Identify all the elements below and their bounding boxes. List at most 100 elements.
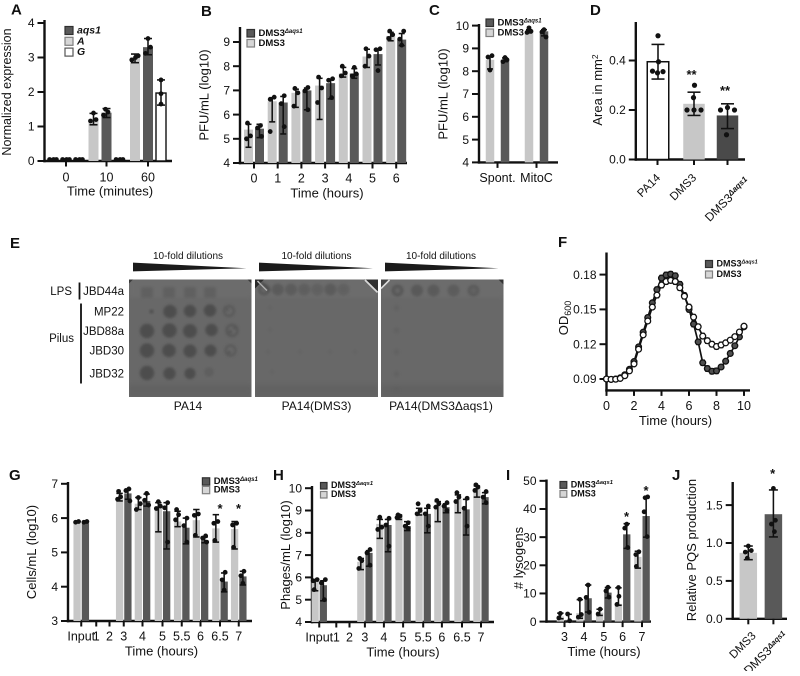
svg-text:JBD88a: JBD88a — [83, 326, 125, 338]
svg-text:4: 4 — [28, 16, 35, 30]
svg-text:4: 4 — [51, 580, 58, 594]
svg-text:8: 8 — [223, 59, 230, 73]
svg-text:5: 5 — [400, 631, 407, 645]
svg-text:10: 10 — [456, 19, 470, 33]
svg-text:aqs1: aqs1 — [77, 25, 101, 37]
svg-text:0.5: 0.5 — [706, 574, 723, 588]
svg-text:E: E — [10, 235, 20, 252]
svg-text:JBD32: JBD32 — [89, 369, 124, 381]
svg-text:Input: Input — [67, 630, 95, 644]
svg-text:0: 0 — [251, 172, 258, 186]
svg-text:5: 5 — [369, 172, 376, 186]
svg-text:1.5: 1.5 — [706, 498, 723, 512]
svg-text:10-fold dilutions: 10-fold dilutions — [406, 251, 476, 262]
svg-text:DMS3Δaqs1: DMS3Δaqs1 — [571, 479, 613, 489]
svg-text:Normalized expression: Normalized expression — [0, 28, 14, 155]
svg-text:10: 10 — [737, 399, 751, 413]
svg-text:Cells/mL (log10): Cells/mL (log10) — [24, 505, 39, 599]
svg-text:5: 5 — [462, 133, 469, 147]
svg-text:3: 3 — [28, 51, 35, 65]
svg-text:8: 8 — [713, 399, 720, 413]
svg-text:1: 1 — [274, 172, 281, 186]
svg-text:DMS3Δaqs1: DMS3Δaqs1 — [498, 18, 543, 29]
svg-text:Time (hours): Time (hours) — [567, 644, 640, 659]
svg-text:2: 2 — [28, 85, 35, 99]
svg-text:Time (hours): Time (hours) — [639, 413, 712, 428]
svg-text:7: 7 — [223, 84, 230, 98]
svg-text:9: 9 — [295, 504, 302, 518]
svg-text:2: 2 — [631, 399, 638, 413]
svg-text:7: 7 — [51, 477, 58, 491]
svg-text:DMS3Δaqs1: DMS3Δaqs1 — [214, 476, 259, 487]
svg-text:*: * — [236, 501, 242, 516]
svg-text:10: 10 — [289, 481, 303, 495]
svg-text:10-fold dilutions: 10-fold dilutions — [281, 251, 351, 262]
svg-text:4: 4 — [345, 172, 352, 186]
svg-text:6: 6 — [438, 631, 445, 645]
svg-text:*: * — [624, 509, 630, 524]
svg-text:0.2: 0.2 — [609, 103, 626, 117]
svg-text:A: A — [76, 35, 85, 47]
svg-text:2: 2 — [106, 630, 113, 644]
svg-text:7: 7 — [639, 630, 646, 644]
svg-text:0.15: 0.15 — [573, 303, 597, 317]
svg-text:10: 10 — [100, 171, 114, 185]
svg-text:PA14(DMS3): PA14(DMS3) — [282, 399, 352, 413]
svg-text:0.12: 0.12 — [573, 337, 597, 351]
svg-text:5: 5 — [223, 132, 230, 146]
svg-text:G: G — [77, 46, 85, 58]
svg-text:6.5: 6.5 — [453, 631, 470, 645]
svg-text:**: ** — [686, 67, 697, 82]
svg-text:5.5: 5.5 — [415, 631, 432, 645]
svg-text:DMS3: DMS3 — [498, 28, 524, 39]
svg-text:3: 3 — [51, 614, 58, 628]
svg-text:DMS3: DMS3 — [331, 489, 356, 499]
svg-text:6: 6 — [295, 571, 302, 585]
svg-text:0.18: 0.18 — [573, 268, 597, 282]
svg-text:4: 4 — [380, 631, 387, 645]
svg-text:6: 6 — [393, 172, 400, 186]
svg-text:B: B — [201, 3, 212, 20]
svg-text:A: A — [11, 2, 22, 19]
svg-text:0: 0 — [530, 615, 537, 629]
svg-text:60: 60 — [141, 171, 155, 185]
svg-text:PA14: PA14 — [174, 399, 203, 413]
svg-text:6: 6 — [462, 110, 469, 124]
svg-text:DMS3: DMS3 — [717, 269, 742, 279]
svg-text:DMS3: DMS3 — [214, 485, 240, 496]
svg-text:Phages/mL (log10): Phages/mL (log10) — [278, 500, 293, 609]
svg-text:J: J — [672, 467, 680, 484]
svg-text:6: 6 — [51, 511, 58, 525]
svg-text:6: 6 — [686, 399, 693, 413]
svg-text:3: 3 — [120, 630, 127, 644]
svg-text:0.09: 0.09 — [573, 372, 597, 386]
svg-text:1.0: 1.0 — [706, 536, 723, 550]
svg-text:I: I — [506, 467, 510, 484]
svg-text:Spont.: Spont. — [479, 171, 515, 185]
svg-text:JBD30: JBD30 — [89, 345, 124, 357]
svg-text:3: 3 — [561, 630, 568, 644]
svg-text:3: 3 — [361, 631, 368, 645]
svg-text:5: 5 — [51, 546, 58, 560]
svg-text:4: 4 — [223, 156, 230, 170]
svg-text:Time (hours): Time (hours) — [125, 644, 198, 659]
svg-text:LPS: LPS — [50, 286, 72, 298]
svg-text:1: 1 — [93, 630, 100, 644]
svg-text:3: 3 — [322, 172, 329, 186]
svg-text:7: 7 — [295, 548, 302, 562]
svg-text:6: 6 — [619, 630, 626, 644]
svg-text:MP22: MP22 — [94, 306, 124, 318]
svg-text:5: 5 — [159, 630, 166, 644]
svg-text:50: 50 — [523, 474, 537, 488]
svg-text:MitoC: MitoC — [520, 171, 553, 185]
svg-text:4: 4 — [581, 630, 588, 644]
svg-text:30: 30 — [523, 530, 537, 544]
svg-text:5.5: 5.5 — [173, 630, 190, 644]
svg-text:0: 0 — [63, 171, 70, 185]
svg-text:C: C — [429, 2, 440, 19]
svg-text:G: G — [9, 467, 21, 484]
svg-text:8: 8 — [295, 526, 302, 540]
svg-text:40: 40 — [523, 502, 537, 516]
svg-text:7: 7 — [462, 87, 469, 101]
svg-text:F: F — [558, 234, 567, 251]
